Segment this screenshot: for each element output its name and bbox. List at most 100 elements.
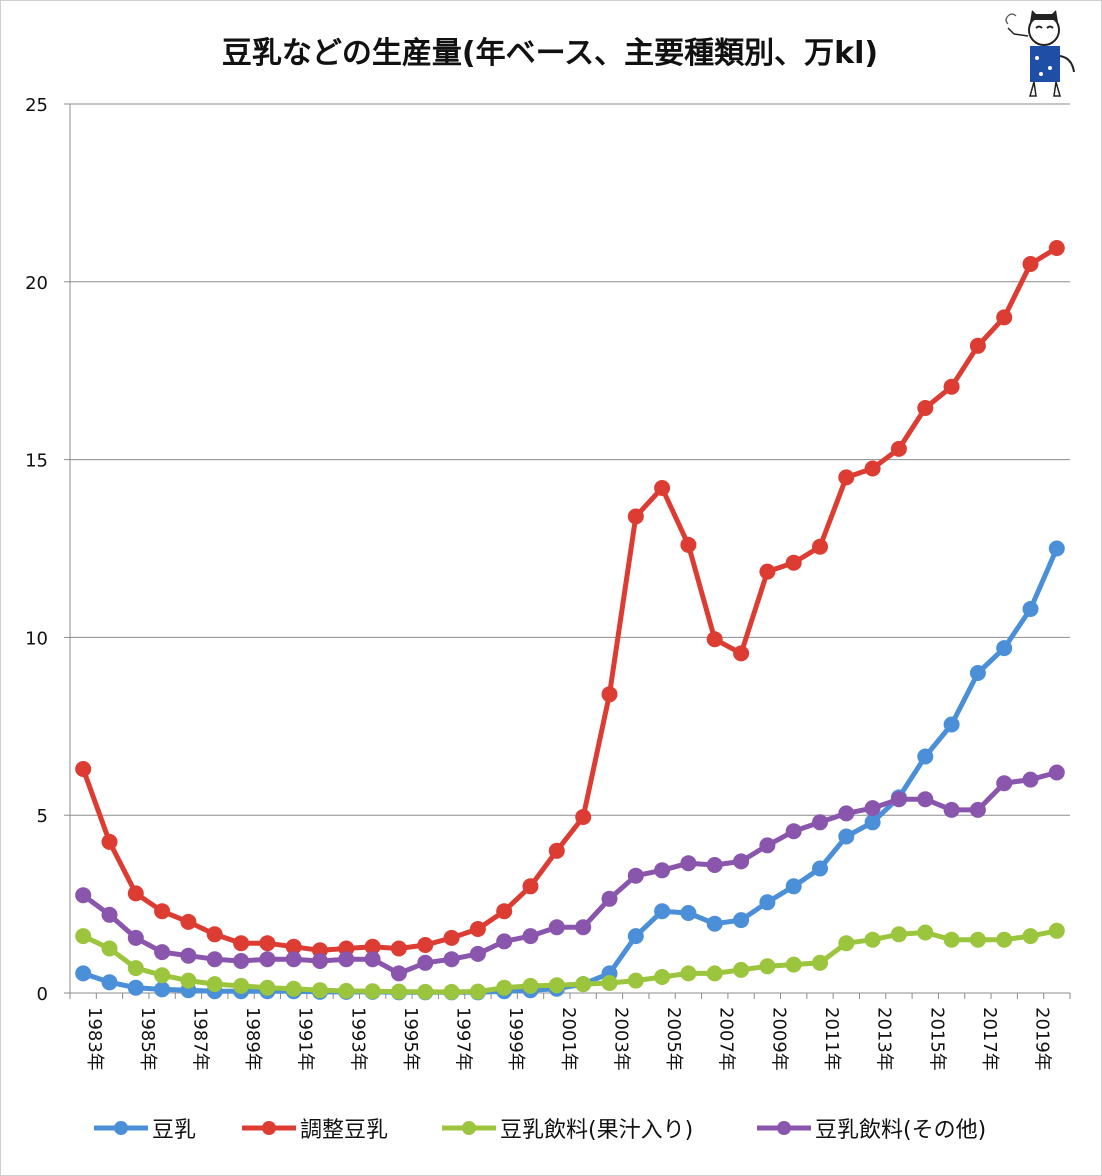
- data-point: [785, 878, 802, 895]
- data-point: [1048, 922, 1065, 939]
- data-point: [154, 967, 171, 984]
- data-point: [496, 903, 513, 920]
- data-point: [364, 983, 381, 1000]
- x-tick-label: 2019年: [1032, 1007, 1053, 1071]
- data-point: [812, 860, 828, 877]
- series-2: [75, 922, 1065, 1000]
- data-point: [390, 983, 407, 1000]
- data-point: [548, 919, 565, 936]
- data-point: [469, 921, 486, 937]
- data-point: [312, 982, 328, 999]
- data-point: [1022, 771, 1039, 788]
- data-point: [812, 954, 828, 971]
- data-point: [417, 937, 434, 953]
- legend-item-soy-drink-other[interactable]: 豆乳飲料(その他): [755, 1108, 986, 1148]
- data-point: [101, 906, 118, 923]
- legend-label: 豆乳: [152, 1118, 197, 1143]
- legend-item-soymilk[interactable]: 豆乳: [92, 1108, 196, 1148]
- data-point: [75, 928, 92, 945]
- data-point: [601, 686, 618, 703]
- cat-mascot-icon: [1005, 10, 1075, 97]
- data-point: [154, 903, 171, 920]
- data-point: [654, 862, 671, 879]
- axes: [64, 103, 1071, 999]
- line-chart: 0 5 10 15 20 25 1983年 1985年 1987年 1989年 1991年 1993…: [25, 95, 1071, 1071]
- data-point: [312, 953, 328, 969]
- data-point: [285, 951, 302, 968]
- data-point: [627, 972, 644, 989]
- data-point: [969, 337, 986, 354]
- legend-item-adjusted-soymilk[interactable]: 調整豆乳: [240, 1108, 388, 1148]
- x-tick-label: 2017年: [979, 1007, 1000, 1071]
- series-line: [81, 770, 1058, 976]
- data-point: [206, 951, 223, 968]
- y-tick-label: 25: [25, 95, 48, 116]
- data-point: [864, 931, 881, 948]
- data-point: [206, 926, 223, 943]
- y-tick-label: 5: [37, 806, 48, 827]
- data-point: [443, 983, 460, 1000]
- data-point: [996, 309, 1013, 326]
- data-point: [785, 823, 802, 840]
- x-tick-label: 2003年: [610, 1007, 631, 1071]
- data-point: [733, 645, 750, 662]
- data-point: [1048, 540, 1065, 557]
- data-point: [75, 965, 92, 982]
- data-point: [417, 983, 434, 1000]
- data-point: [390, 965, 407, 982]
- data-point: [154, 944, 171, 961]
- data-point: [759, 958, 776, 975]
- data-point: [680, 536, 697, 553]
- data-point: [101, 974, 118, 991]
- data-point: [180, 913, 197, 930]
- data-point: [285, 938, 302, 955]
- data-point: [917, 400, 934, 416]
- data-point: [969, 801, 986, 818]
- data-point: [943, 931, 960, 948]
- data-point: [996, 640, 1013, 657]
- x-tick-label: 2007年: [716, 1007, 737, 1071]
- data-point: [943, 716, 960, 733]
- legend: 豆乳 調整豆乳 豆乳飲料(果汁入り) 豆乳飲料(その他): [0, 1108, 1100, 1148]
- chart-title: 豆乳などの生産量(年ベース、主要種類別、万kl): [221, 36, 879, 71]
- data-point: [127, 960, 144, 977]
- legend-label: 調整豆乳: [300, 1118, 389, 1143]
- data-point: [706, 915, 723, 932]
- data-point: [890, 926, 907, 943]
- data-point: [680, 905, 697, 921]
- data-point: [496, 979, 513, 996]
- series-3: [75, 764, 1065, 982]
- data-point: [680, 855, 697, 872]
- data-point: [75, 887, 92, 904]
- data-point: [233, 935, 250, 952]
- data-point: [1022, 601, 1039, 617]
- data-point: [943, 378, 960, 395]
- data-point: [338, 951, 355, 968]
- data-point: [154, 981, 171, 998]
- data-point: [706, 965, 723, 982]
- data-point: [364, 951, 381, 968]
- data-point: [864, 460, 881, 477]
- data-point: [259, 951, 276, 968]
- data-point: [1022, 256, 1039, 272]
- legend-marker: [757, 1121, 811, 1135]
- legend-marker: [94, 1121, 148, 1135]
- legend-item-soy-drink-juice[interactable]: 豆乳飲料(果汁入り): [440, 1108, 693, 1148]
- data-point: [522, 977, 539, 994]
- data-point: [890, 440, 907, 457]
- data-point: [680, 965, 697, 982]
- y-tick-label: 15: [25, 451, 48, 472]
- data-point: [996, 931, 1013, 948]
- x-tick-label: 2009年: [768, 1007, 789, 1071]
- data-point: [259, 979, 276, 996]
- data-point: [627, 867, 644, 884]
- data-point: [417, 954, 434, 971]
- data-point: [838, 935, 855, 952]
- data-point: [1048, 240, 1065, 256]
- data-point: [469, 945, 486, 962]
- data-point: [206, 976, 223, 993]
- data-point: [785, 956, 802, 973]
- data-point: [601, 890, 618, 907]
- series-layer: [75, 240, 1065, 1001]
- legend-marker: [242, 1121, 296, 1135]
